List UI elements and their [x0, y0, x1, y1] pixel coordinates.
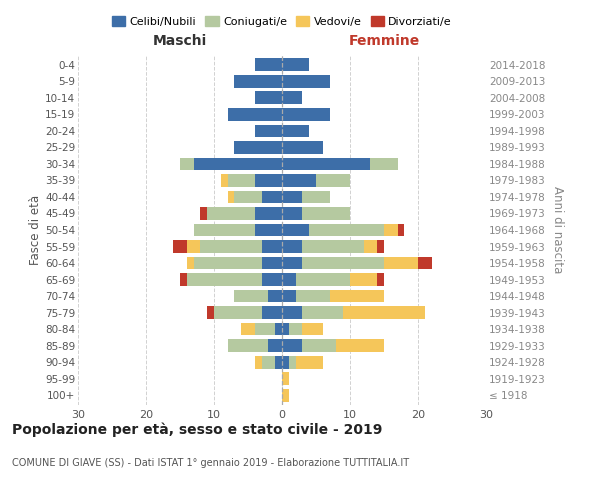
Bar: [302, 322, 323, 336]
Bar: [343, 306, 425, 319]
Legend: Celibi/Nubili, Coniugati/e, Vedovi/e, Divorziati/e: Celibi/Nubili, Coniugati/e, Vedovi/e, Di…: [109, 13, 455, 30]
Bar: [282, 372, 289, 385]
Bar: [289, 322, 302, 336]
Bar: [316, 174, 350, 187]
Bar: [241, 322, 255, 336]
Bar: [302, 256, 384, 270]
Bar: [194, 224, 255, 236]
Bar: [377, 273, 384, 286]
Bar: [180, 158, 194, 170]
Bar: [282, 108, 329, 121]
Bar: [364, 240, 377, 253]
Bar: [207, 306, 214, 319]
Bar: [282, 356, 289, 368]
Text: Maschi: Maschi: [153, 34, 207, 48]
Bar: [282, 158, 370, 170]
Bar: [200, 240, 262, 253]
Bar: [302, 190, 329, 203]
Bar: [194, 256, 262, 270]
Bar: [180, 273, 187, 286]
Bar: [302, 207, 350, 220]
Bar: [214, 306, 262, 319]
Bar: [377, 240, 384, 253]
Bar: [282, 224, 309, 236]
Text: COMUNE DI GIAVE (SS) - Dati ISTAT 1° gennaio 2019 - Elaborazione TUTTITALIA.IT: COMUNE DI GIAVE (SS) - Dati ISTAT 1° gen…: [12, 458, 409, 468]
Bar: [235, 190, 262, 203]
Bar: [235, 141, 282, 154]
Bar: [282, 240, 302, 253]
Bar: [282, 273, 296, 286]
Bar: [255, 322, 275, 336]
Bar: [302, 306, 343, 319]
Bar: [262, 256, 282, 270]
Bar: [289, 356, 296, 368]
Bar: [384, 256, 418, 270]
Bar: [282, 141, 323, 154]
Bar: [255, 224, 282, 236]
Bar: [262, 240, 282, 253]
Bar: [282, 290, 296, 302]
Bar: [302, 339, 337, 352]
Bar: [235, 290, 268, 302]
Y-axis label: Anni di nascita: Anni di nascita: [551, 186, 564, 274]
Bar: [227, 108, 282, 121]
Bar: [302, 240, 364, 253]
Bar: [227, 174, 255, 187]
Bar: [282, 124, 309, 138]
Bar: [173, 240, 187, 253]
Bar: [282, 190, 302, 203]
Text: Femmine: Femmine: [349, 34, 419, 48]
Bar: [350, 273, 377, 286]
Bar: [282, 75, 329, 88]
Bar: [384, 224, 398, 236]
Text: Popolazione per età, sesso e stato civile - 2019: Popolazione per età, sesso e stato civil…: [12, 422, 382, 437]
Bar: [255, 124, 282, 138]
Bar: [194, 158, 282, 170]
Bar: [282, 58, 309, 71]
Bar: [282, 92, 302, 104]
Y-axis label: Fasce di età: Fasce di età: [29, 195, 42, 265]
Bar: [275, 356, 282, 368]
Bar: [337, 339, 384, 352]
Bar: [262, 356, 275, 368]
Bar: [296, 290, 329, 302]
Bar: [262, 273, 282, 286]
Bar: [255, 174, 282, 187]
Bar: [255, 356, 262, 368]
Bar: [370, 158, 398, 170]
Bar: [329, 290, 384, 302]
Bar: [296, 356, 323, 368]
Bar: [200, 207, 207, 220]
Bar: [187, 240, 200, 253]
Bar: [221, 174, 227, 187]
Bar: [227, 190, 235, 203]
Bar: [418, 256, 431, 270]
Bar: [282, 306, 302, 319]
Bar: [282, 388, 289, 402]
Bar: [282, 256, 302, 270]
Bar: [268, 290, 282, 302]
Bar: [187, 273, 262, 286]
Bar: [262, 190, 282, 203]
Bar: [262, 306, 282, 319]
Bar: [227, 339, 268, 352]
Bar: [187, 256, 194, 270]
Bar: [309, 224, 384, 236]
Bar: [268, 339, 282, 352]
Bar: [296, 273, 350, 286]
Bar: [255, 92, 282, 104]
Bar: [235, 75, 282, 88]
Bar: [282, 207, 302, 220]
Bar: [275, 322, 282, 336]
Bar: [282, 174, 316, 187]
Bar: [255, 207, 282, 220]
Bar: [282, 339, 302, 352]
Bar: [282, 322, 289, 336]
Bar: [207, 207, 255, 220]
Bar: [398, 224, 404, 236]
Bar: [255, 58, 282, 71]
